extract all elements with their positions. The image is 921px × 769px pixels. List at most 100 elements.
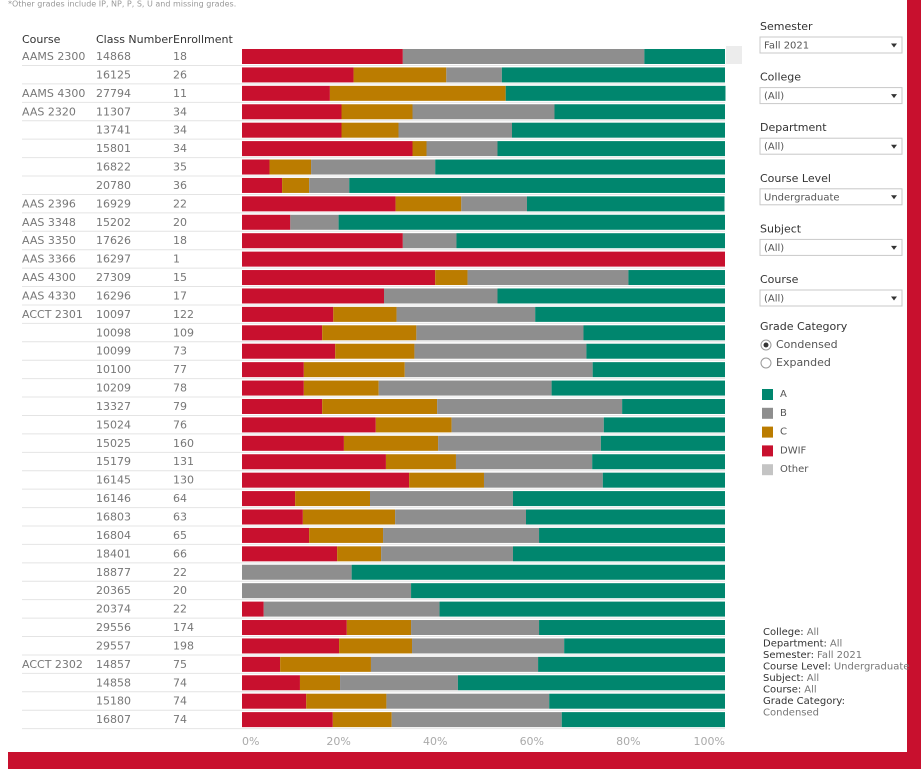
bar-segment (411, 583, 725, 599)
x-tick-label: 20% (326, 735, 350, 748)
bar-segment (512, 546, 725, 562)
filter-dropdown[interactable] (759, 87, 903, 105)
bar-segment (600, 435, 725, 451)
bar-segment (340, 675, 458, 691)
bar-segment (339, 638, 413, 654)
class-number: 20780 (96, 179, 131, 192)
summary-value: Fall 2021 (817, 650, 862, 661)
filter-label: Subject (760, 222, 802, 235)
class-number: 15025 (96, 437, 131, 450)
bar-segment (242, 601, 264, 617)
legend-swatch (762, 407, 773, 419)
filter-label: Department (760, 121, 827, 134)
bar-segment (242, 638, 340, 654)
radio-button[interactable] (760, 357, 772, 369)
bar-segment (505, 85, 726, 101)
bar-segment (337, 546, 382, 562)
legend-label: B (780, 408, 787, 419)
filter-dropdown[interactable] (759, 36, 903, 54)
bar-segment (628, 270, 725, 286)
bar-segment (414, 343, 587, 359)
bar-segment (242, 546, 338, 562)
footnote: *Other grades include IP, NP, P, S, U an… (8, 0, 236, 9)
right-border (907, 0, 921, 769)
bar-segment (467, 270, 629, 286)
dropdown-arrow (891, 144, 897, 149)
legend-label: C (780, 427, 787, 438)
bar-segment (426, 141, 498, 157)
legend-swatch (762, 426, 773, 438)
summary-value: Undergraduate (834, 662, 910, 673)
bar-segment (583, 325, 725, 341)
dropdown-arrow (891, 245, 897, 250)
course-label: AAMS 2300 (22, 50, 85, 63)
enrollment: 15 (173, 271, 187, 284)
course-label: AAS 2320 (22, 105, 76, 118)
class-number: 14858 (96, 676, 131, 689)
enrollment: 34 (173, 124, 187, 137)
bar-segment (346, 620, 412, 636)
enrollment: 78 (173, 382, 187, 395)
enrollment: 63 (173, 511, 187, 524)
bar-segment (461, 196, 527, 212)
enrollment: 160 (173, 437, 194, 450)
bar-segment (526, 509, 725, 525)
summary-value: All (804, 685, 816, 696)
class-number: 11307 (96, 105, 131, 118)
bar-segment (375, 417, 452, 433)
bar-segment (242, 675, 300, 691)
bar-segment (483, 472, 603, 488)
bar-segment (242, 288, 385, 304)
bar-segment (341, 104, 413, 120)
course-label: ACCT 2302 (22, 658, 83, 671)
class-number: 16803 (96, 511, 131, 524)
bar-segment (242, 270, 436, 286)
summary-value: All (830, 639, 842, 650)
x-tick-label: 60% (520, 735, 544, 748)
radio-group-label: Grade Category (760, 320, 848, 333)
legend-label: A (780, 389, 787, 400)
filter-dropdown[interactable] (759, 188, 903, 206)
course-label: AAS 4330 (22, 289, 76, 302)
bar-segment (263, 601, 440, 617)
x-tick-label: 40% (423, 735, 447, 748)
filter-dropdown[interactable] (759, 238, 903, 256)
class-number: 14857 (96, 658, 131, 671)
bar-segment (335, 343, 415, 359)
scrollbar[interactable] (726, 46, 742, 64)
enrollment: 34 (173, 105, 187, 118)
class-number: 16296 (96, 289, 131, 302)
filter-dropdown[interactable] (759, 137, 903, 155)
column-header: Enrollment (173, 33, 233, 46)
class-number: 16822 (96, 161, 131, 174)
enrollment: 18 (173, 234, 187, 247)
enrollment: 198 (173, 639, 194, 652)
bar-segment (299, 675, 341, 691)
enrollment: 22 (173, 603, 187, 616)
x-tick-label: 0% (242, 735, 259, 748)
class-number: 16929 (96, 197, 131, 210)
bar-segment (242, 693, 307, 709)
enrollment: 77 (173, 363, 187, 376)
filter-dropdown[interactable] (759, 289, 903, 307)
dropdown-arrow (891, 296, 897, 301)
course-label: ACCT 2301 (22, 308, 83, 321)
bar-segment (242, 472, 410, 488)
bar-segment (242, 509, 303, 525)
bar-segment (280, 656, 371, 672)
bar-segment (295, 491, 370, 507)
class-number: 15179 (96, 455, 131, 468)
bar-segment (242, 325, 323, 341)
bar-segment (242, 491, 296, 507)
bar-segment (395, 509, 527, 525)
bar-segment (404, 362, 593, 378)
summary-value: All (807, 673, 819, 684)
summary-label: College: (763, 627, 804, 638)
summary-value: All (807, 627, 819, 638)
bar-segment (564, 638, 725, 654)
filter-value: (All) (764, 91, 784, 102)
bar-segment (242, 527, 310, 543)
bar-segment (526, 196, 725, 212)
legend-swatch (762, 445, 773, 457)
enrollment: 20 (173, 216, 187, 229)
